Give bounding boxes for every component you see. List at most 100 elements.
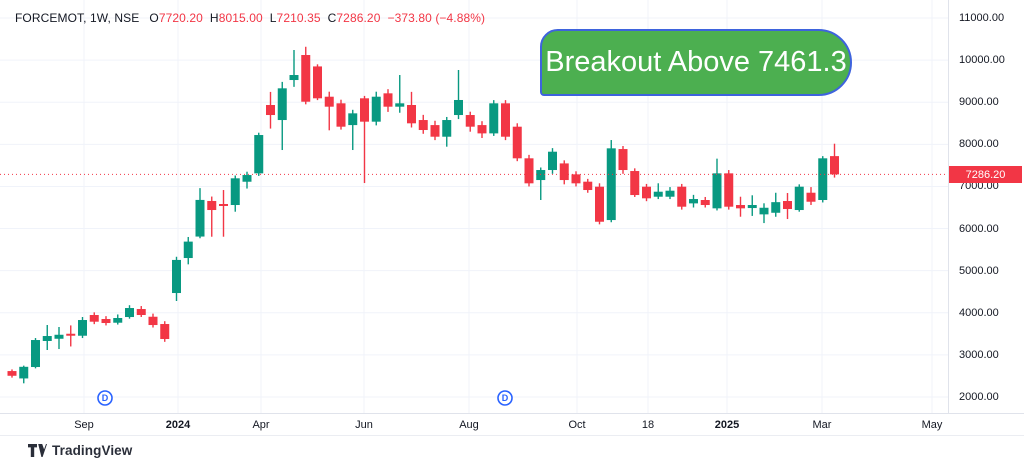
candle[interactable]: [54, 334, 64, 339]
candle[interactable]: [277, 88, 287, 121]
candle[interactable]: [371, 96, 381, 122]
candle[interactable]: [712, 173, 722, 209]
candle[interactable]: [512, 126, 522, 159]
ohlc-values: O7720.20 H8015.00 L7210.35 C7286.20: [149, 11, 387, 25]
candle[interactable]: [606, 148, 616, 221]
change-value: −373.80 (−4.88%): [387, 11, 486, 25]
price-axis-label: 6000.00: [959, 222, 999, 235]
candle[interactable]: [630, 171, 640, 196]
dividend-marker[interactable]: [497, 390, 513, 406]
candle[interactable]: [595, 186, 604, 222]
candle[interactable]: [642, 186, 651, 199]
candle[interactable]: [736, 205, 745, 209]
candle[interactable]: [31, 340, 40, 368]
candle[interactable]: [125, 308, 134, 318]
price-axis-label: 2000.00: [959, 391, 999, 403]
candle[interactable]: [783, 201, 792, 210]
price-axis[interactable]: 11000.00 10000.00 9000.00 8000.00 7000.00 600…: [948, 0, 1024, 413]
price-axis-label: 8000.00: [959, 138, 999, 151]
symbol-title[interactable]: FORCEMOT, 1W, NSE: [15, 11, 140, 25]
candle[interactable]: [524, 158, 534, 184]
candle[interactable]: [430, 125, 440, 137]
candle[interactable]: [536, 170, 546, 181]
candle[interactable]: [583, 181, 593, 191]
candle[interactable]: [383, 93, 393, 107]
candle[interactable]: [665, 190, 675, 197]
time-axis-label: Jun: [355, 418, 373, 431]
candle[interactable]: [242, 175, 252, 182]
candle[interactable]: [42, 336, 52, 341]
candle[interactable]: [101, 319, 111, 324]
candle[interactable]: [407, 105, 416, 124]
candle[interactable]: [618, 149, 628, 171]
breakout-banner[interactable]: Breakout Above 7461.3: [540, 29, 852, 96]
dividend-marker-label: D: [102, 393, 109, 403]
candle[interactable]: [759, 207, 769, 215]
candle[interactable]: [501, 103, 510, 137]
candle[interactable]: [19, 366, 29, 379]
candle[interactable]: [818, 158, 828, 201]
candle[interactable]: [336, 103, 346, 127]
tradingview-logo-icon: [28, 443, 47, 457]
candle[interactable]: [465, 115, 475, 127]
candle[interactable]: [700, 200, 710, 206]
candle[interactable]: [266, 105, 275, 116]
candle[interactable]: [454, 99, 463, 116]
candle[interactable]: [747, 205, 757, 209]
candle[interactable]: [195, 199, 205, 237]
symbol-legend[interactable]: FORCEMOT, 1W, NSE O7720.20 H8015.00 L7210.3…: [15, 11, 485, 25]
candle[interactable]: [89, 315, 99, 322]
candle[interactable]: [724, 173, 734, 207]
candle[interactable]: [348, 113, 358, 126]
candle[interactable]: [548, 151, 557, 171]
candle[interactable]: [559, 163, 569, 181]
candle[interactable]: [689, 199, 698, 204]
candle[interactable]: [289, 75, 299, 81]
price-axis-label: 5000.00: [959, 264, 999, 277]
dividend-marker-label: D: [502, 393, 509, 403]
candle[interactable]: [418, 120, 428, 131]
candle[interactable]: [160, 324, 170, 340]
candle[interactable]: [360, 98, 369, 122]
candle[interactable]: [219, 204, 228, 206]
candle[interactable]: [78, 320, 87, 336]
candle[interactable]: [794, 186, 804, 211]
candle[interactable]: [207, 200, 217, 211]
price-axis-label: 4000.00: [959, 306, 999, 319]
time-axis-label: Aug: [459, 418, 479, 431]
candle[interactable]: [830, 156, 839, 175]
candle[interactable]: [66, 333, 76, 336]
candle[interactable]: [113, 317, 123, 323]
candle[interactable]: [148, 316, 158, 326]
candle[interactable]: [183, 241, 193, 259]
candle[interactable]: [324, 96, 334, 107]
candle[interactable]: [653, 191, 663, 197]
tradingview-logo[interactable]: TradingView: [28, 443, 132, 458]
time-axis-label: Apr: [252, 418, 270, 431]
candle[interactable]: [477, 125, 487, 134]
candle[interactable]: [254, 135, 264, 174]
candle[interactable]: [677, 186, 687, 207]
candle[interactable]: [172, 259, 181, 294]
price-axis-label: 10000.00: [959, 54, 1005, 67]
price-axis-label: 3000.00: [959, 348, 999, 361]
candle[interactable]: [489, 103, 499, 134]
price-axis-label: 7000.00: [959, 180, 999, 193]
candle[interactable]: [301, 55, 311, 102]
price-axis-label: 9000.00: [959, 96, 999, 109]
candle[interactable]: [7, 371, 17, 376]
candle[interactable]: [806, 192, 816, 202]
candle[interactable]: [442, 120, 452, 137]
candle[interactable]: [313, 66, 322, 99]
candle[interactable]: [136, 309, 146, 316]
time-axis-label: 18: [641, 418, 655, 431]
candle[interactable]: [771, 202, 781, 213]
ohlc-item: L7210.35: [269, 11, 321, 25]
candle[interactable]: [395, 103, 405, 107]
time-axis[interactable]: Sep 2024 Apr Jun Aug Oct 18 2025 Mar May: [0, 413, 1024, 436]
candle[interactable]: [571, 174, 581, 184]
dividend-marker[interactable]: [97, 390, 113, 406]
last-price-label: 7286.20: [949, 166, 1022, 183]
candle[interactable]: [230, 178, 240, 206]
